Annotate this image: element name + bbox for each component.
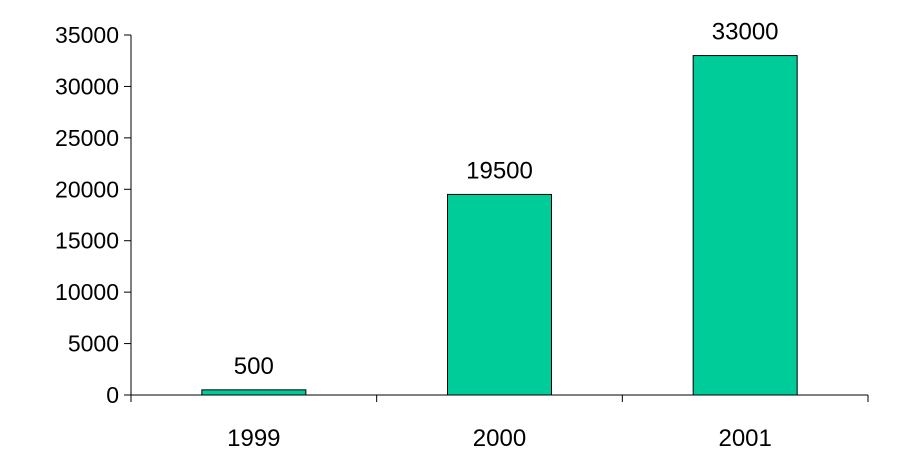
y-tick-label: 30000 <box>55 73 119 99</box>
bar-2001 <box>692 55 798 396</box>
y-axis: 0 5000 10000 15000 20000 25000 30000 35000 <box>55 22 132 408</box>
data-label-1999: 500 <box>234 353 274 380</box>
y-tick-label: 35000 <box>55 22 119 48</box>
bar-1999 <box>201 389 307 396</box>
bar-2000 <box>447 193 552 396</box>
x-category-label: 1999 <box>227 425 280 452</box>
x-category-label: 2000 <box>473 425 526 452</box>
y-tick-label: 5000 <box>68 331 119 357</box>
y-tick-label: 20000 <box>55 176 119 202</box>
bars <box>201 55 798 396</box>
data-label-2001: 33000 <box>712 19 779 46</box>
y-tick-label: 25000 <box>55 125 119 151</box>
y-tick-label: 0 <box>106 382 119 408</box>
x-axis: 1999 2000 2001 <box>130 394 869 452</box>
data-label-2000: 19500 <box>466 157 533 184</box>
y-tick-label: 10000 <box>55 279 119 305</box>
data-labels: 500 19500 33000 <box>234 19 779 380</box>
y-tick-label: 15000 <box>55 228 119 254</box>
x-category-label: 2001 <box>718 425 771 452</box>
